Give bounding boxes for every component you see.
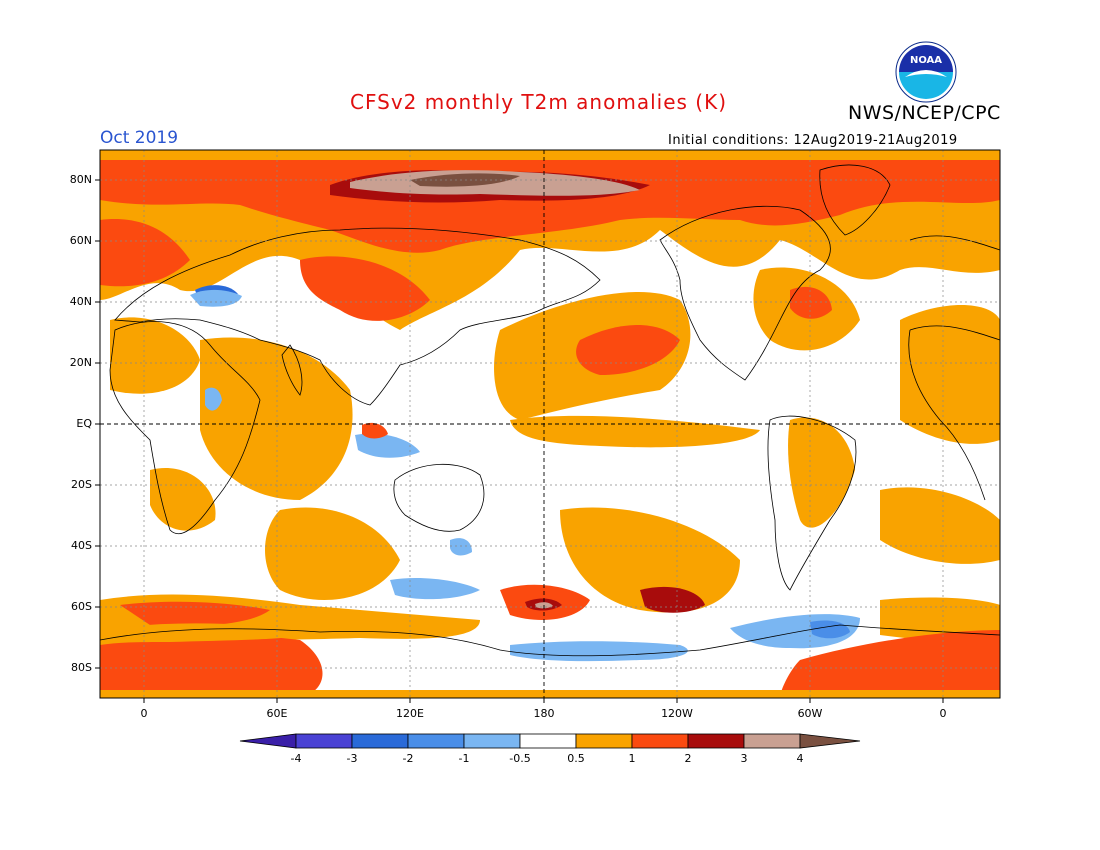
colorbar-label-p2: 2 [684, 752, 692, 765]
australia-cool-region [450, 538, 472, 556]
colorbar-label-m4: -4 [290, 752, 302, 765]
europe-warm-region [100, 219, 190, 287]
colorbar-bin-8 [687, 733, 745, 749]
south-pacific-strong-region [640, 586, 705, 613]
lon-label-120e: 120E [396, 707, 424, 720]
colorbar-label-p4: 4 [796, 752, 804, 765]
southern-ocean-east-warm [880, 597, 1000, 643]
asia-warm-region [300, 256, 430, 321]
antarctica-coastline [100, 624, 1000, 657]
lat-label-80n: 80N [69, 173, 92, 186]
australia-coastline [393, 463, 485, 532]
colorbar-label-p05: 0.5 [567, 752, 585, 765]
antarctic-west-ring [100, 623, 320, 645]
lat-label-80s: 80S [71, 661, 92, 674]
colorbar-bin-1 [295, 733, 353, 749]
colorbar-bin-3 [407, 733, 465, 749]
maritime-cool-region [355, 433, 420, 458]
colorbar [239, 733, 861, 749]
africa-warm-region [110, 317, 200, 394]
colorbar-bin-5 [519, 733, 577, 749]
indian-ocean-warm-region [200, 337, 353, 500]
lon-label-0-east: 0 [939, 707, 947, 720]
agency-label: NWS/NCEP/CPC [848, 102, 1001, 124]
south-africa-warm-region [150, 468, 216, 531]
south-atlantic-warm-region [880, 487, 1000, 564]
chart-title: CFSv2 monthly T2m anomalies (K) [350, 90, 727, 114]
lat-label-20n: 20N [69, 356, 92, 369]
indonesia-strong-region [362, 422, 388, 439]
ticks [95, 179, 944, 703]
greenland-coastline [819, 164, 891, 236]
initial-conditions-label: Initial conditions: 12Aug2019-21Aug2019 [668, 133, 958, 148]
us-east-strong-region [790, 286, 832, 319]
lat-label-40n: 40N [69, 295, 92, 308]
colorbar-high-arrow [799, 733, 861, 749]
atlantic-tropics-region [900, 305, 1000, 444]
ross-sea-cool-region [510, 641, 688, 662]
noaa-logo: NOAA [895, 41, 957, 103]
south-america-coastline [767, 415, 857, 591]
colorbar-label-m05: -0.5 [509, 752, 531, 765]
lat-label-eq: EQ [76, 417, 92, 430]
colorbar-low-arrow [239, 733, 297, 749]
lat-label-60s: 60S [71, 600, 92, 613]
antarctic-west-warm [100, 633, 323, 698]
graticule [100, 150, 1000, 698]
africa-coastline [109, 321, 261, 535]
colorbar-bin-2 [351, 733, 409, 749]
india-coastline [281, 344, 303, 396]
equator-dateline [100, 150, 1000, 698]
antarctic-bottom-warm [100, 690, 1000, 698]
coastlines [100, 164, 1000, 657]
south-pacific-warm-region [560, 507, 740, 613]
colorbar-label-m2: -2 [402, 752, 414, 765]
colorbar-bin-4 [463, 733, 521, 749]
south-america-warm-region [788, 417, 855, 528]
lon-label-180: 180 [533, 707, 555, 720]
east-africa-cool-region [205, 387, 222, 411]
colorbar-label-p1: 1 [628, 752, 636, 765]
arctic-strong-region [100, 160, 1000, 253]
southern-indian-warm-region [265, 507, 400, 600]
colorbar-bin-6 [575, 733, 633, 749]
antarctic-east-warm [780, 630, 1000, 698]
colorbar-label-p3: 3 [740, 752, 748, 765]
logo-text: NOAA [910, 55, 942, 66]
lat-label-20s: 20S [71, 478, 92, 491]
lat-label-40s: 40S [71, 539, 92, 552]
europe-east-coastline [908, 235, 1000, 501]
colorbar-bin-7 [631, 733, 689, 749]
caspian-cool-outer [190, 289, 242, 307]
south-indian-cool-region [390, 578, 480, 600]
lon-label-60e: 60E [266, 707, 288, 720]
north-america-coastline [659, 205, 831, 381]
europe-asia-coastline [114, 227, 601, 406]
lat-label-60n: 60N [69, 234, 92, 247]
southern-ocean-strong-region [120, 601, 270, 627]
north-pacific-strong-region [576, 325, 680, 375]
lon-label-0-west: 0 [140, 707, 148, 720]
colorbar-label-m3: -3 [346, 752, 358, 765]
lon-label-120w: 120W [661, 707, 693, 720]
period-label: Oct 2019 [100, 128, 179, 148]
colorbar-label-m1: -1 [458, 752, 470, 765]
colorbar-bin-9 [743, 733, 801, 749]
lon-label-60w: 60W [797, 707, 823, 720]
